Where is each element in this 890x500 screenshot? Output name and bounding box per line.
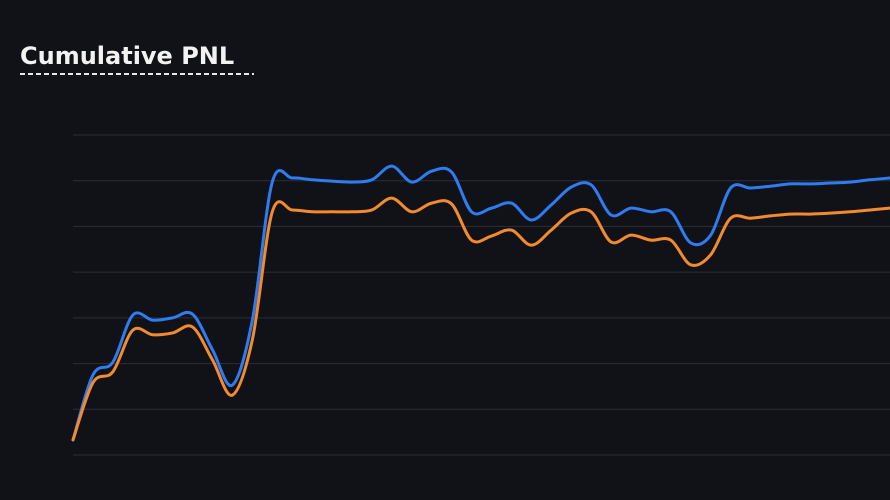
chart-title: Cumulative PNL — [20, 42, 234, 70]
series-line — [71, 196, 890, 442]
series-line — [71, 164, 890, 442]
